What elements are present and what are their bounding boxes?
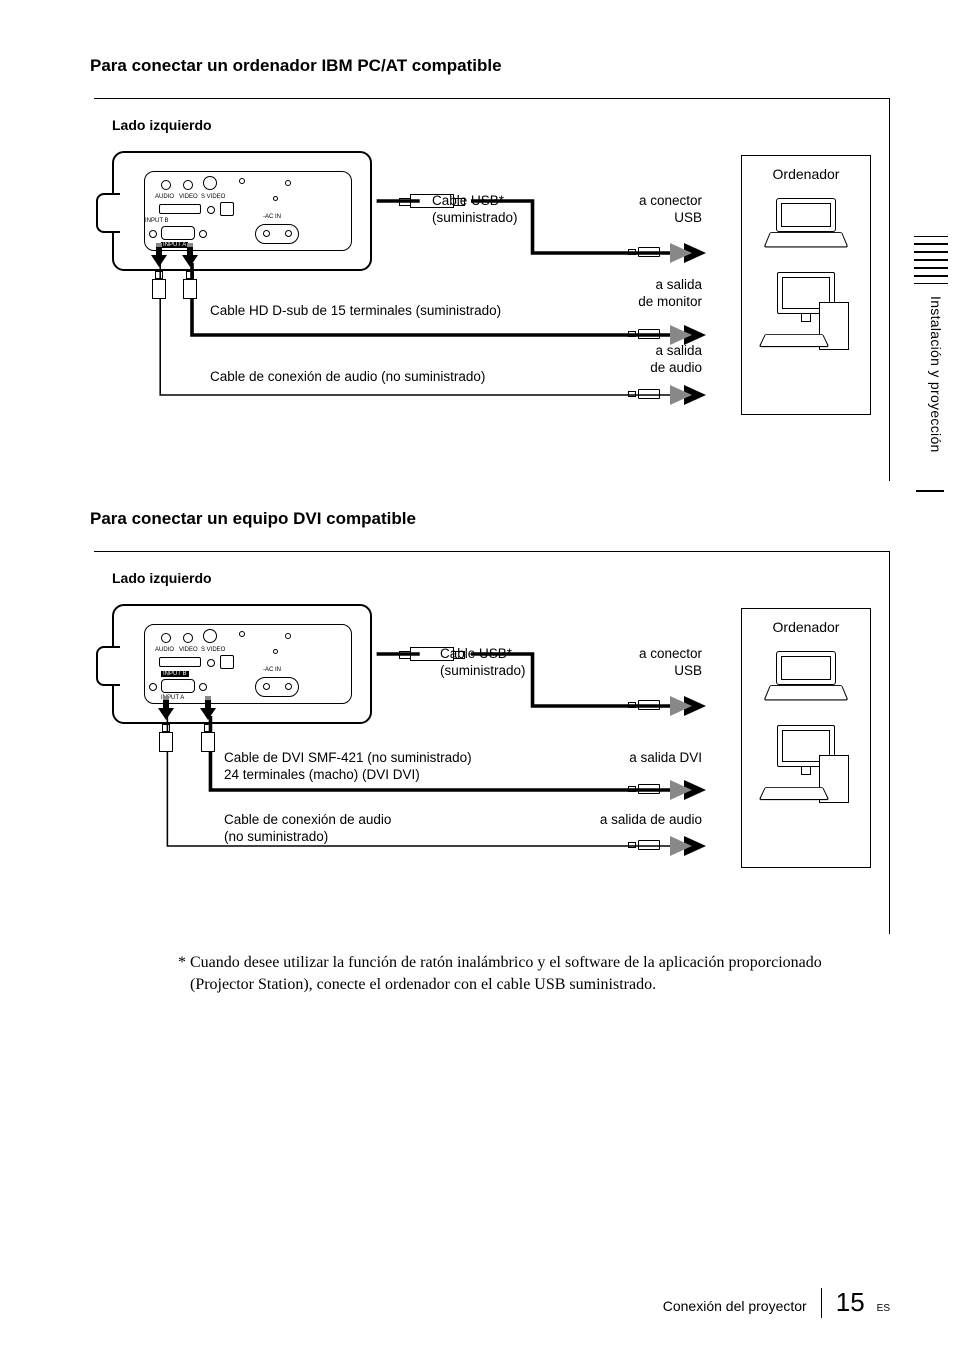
side-tab-text: Instalación y proyección [928, 296, 944, 453]
arrow-down-icon [160, 696, 172, 718]
computer-box-title: Ordenador [742, 609, 870, 641]
section1-heading: Para conectar un ordenador IBM PC/AT com… [90, 56, 890, 76]
port-label-video: VIDEO [179, 194, 198, 200]
arrow-down-icon [184, 243, 196, 265]
port-label-inputb: INPUT B [145, 218, 169, 224]
computer-box: Ordenador [741, 608, 871, 868]
footnote-text: * Cuando desee utilizar la función de ra… [178, 952, 876, 995]
page-footer: Conexión del proyector 15 ES [663, 1287, 890, 1318]
computer-box-title: Ordenador [742, 156, 870, 188]
computer-box: Ordenador [741, 155, 871, 415]
label-to-audio: a salida de audio [542, 812, 702, 829]
label-usb-cable: Cable USB* (suministrado) [432, 193, 518, 227]
section1-lado-label: Lado izquierdo [112, 117, 871, 133]
side-tab-stripes [914, 236, 948, 284]
cable-plug-icon [183, 271, 197, 301]
projector-illustration: AUDIO VIDEO S VIDEO INPUT B -AC IN INPUT… [112, 151, 372, 271]
port-label-audio: AUDIO [155, 194, 174, 200]
vga-connector-icon [628, 329, 660, 339]
arrow-right-icon [684, 696, 706, 716]
arrow-down-icon [202, 696, 214, 718]
arrow-right-icon [684, 325, 706, 345]
section1-diagram: AUDIO VIDEO S VIDEO INPUT B -AC IN INPUT… [112, 145, 871, 435]
label-audio-cable: Cable de conexión de audio (no suministr… [210, 369, 485, 386]
cable-plug-icon [201, 724, 215, 754]
arrow-down-icon [153, 243, 165, 265]
audio-connector-icon [628, 389, 660, 399]
label-to-dvi: a salida DVI [572, 750, 702, 767]
cable-plug-icon [159, 724, 173, 754]
projector-illustration: AUDIO VIDEO S VIDEO INPUT B -AC IN INPUT… [112, 604, 372, 724]
laptop-icon [770, 651, 842, 703]
audio-connector-icon [628, 840, 660, 850]
label-audio-cable: Cable de conexión de audio (no suministr… [224, 812, 391, 846]
arrow-right-icon [684, 243, 706, 263]
dvi-connector-icon [628, 784, 660, 794]
port-label-acin: -AC IN [263, 667, 281, 673]
port-label-svideo: S VIDEO [201, 194, 225, 200]
label-dvi-cable: Cable de DVI SMF-421 (no suministrado) 2… [224, 750, 472, 784]
port-label-inputb: INPUT B [161, 671, 189, 677]
section2-diagram-frame: Lado izquierdo AUDIO VIDEO S VIDEO INPUT… [94, 551, 890, 934]
arrow-right-icon [684, 836, 706, 856]
label-hd-dsub: Cable HD D-sub de 15 terminales (suminis… [210, 303, 501, 320]
laptop-icon [770, 198, 842, 250]
footer-lang-sup: ES [877, 1303, 890, 1314]
port-label-svideo: S VIDEO [201, 647, 225, 653]
label-to-monitor: a salida de monitor [582, 277, 702, 311]
label-to-audio: a salida de audio [582, 343, 702, 377]
side-tab-bottom-line [916, 490, 944, 492]
usb-connector-icon [628, 247, 660, 257]
footer-section-title: Conexión del proyector [663, 1298, 807, 1314]
desktop-icon [765, 725, 847, 807]
port-label-video: VIDEO [179, 647, 198, 653]
arrow-right-icon [684, 385, 706, 405]
label-to-usb: a conector USB [572, 646, 702, 680]
section2-diagram: AUDIO VIDEO S VIDEO INPUT B -AC IN INPUT… [112, 598, 871, 888]
port-label-audio: AUDIO [155, 647, 174, 653]
cable-plug-icon [152, 271, 166, 301]
arrow-right-icon [684, 780, 706, 800]
label-to-usb: a conector USB [582, 193, 702, 227]
usb-connector-icon [628, 700, 660, 710]
section1-diagram-frame: Lado izquierdo AUDIO VIDEO S VIDEO INPUT… [94, 98, 890, 481]
label-usb-cable: Cable USB* (suministrado) [440, 646, 526, 680]
section2-heading: Para conectar un equipo DVI compatible [90, 509, 890, 529]
section2-lado-label: Lado izquierdo [112, 570, 871, 586]
port-label-acin: -AC IN [263, 214, 281, 220]
footer-page-number: 15 [836, 1287, 865, 1318]
desktop-icon [765, 272, 847, 354]
